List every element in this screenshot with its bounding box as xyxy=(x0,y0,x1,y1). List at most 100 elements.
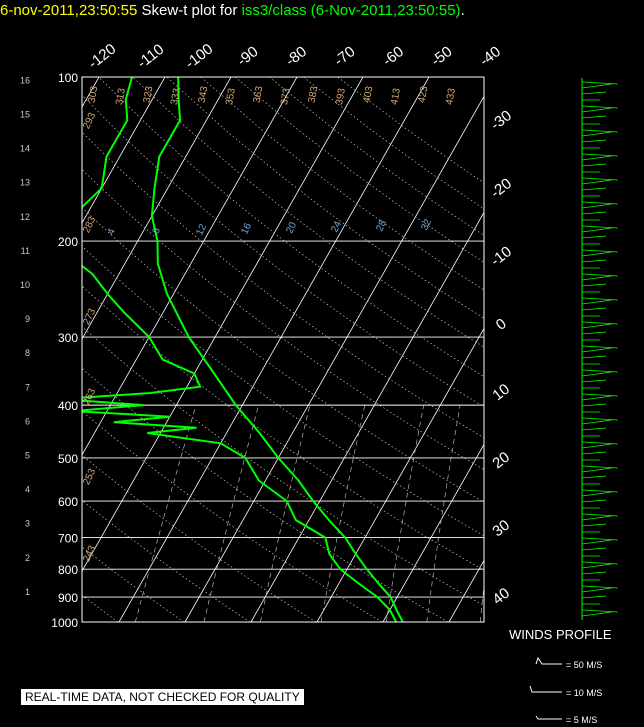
mixing-ratio-label: 8 xyxy=(151,226,164,236)
dry-adiabat xyxy=(82,326,484,606)
mixing-ratio-label: 32 xyxy=(419,217,434,232)
wind-barb xyxy=(581,489,619,493)
wind-barb xyxy=(581,475,607,479)
temperature-tick-label: 30 xyxy=(489,517,513,541)
pressure-tick-label: 400 xyxy=(58,399,78,413)
wind-barb xyxy=(581,81,619,85)
theta-label: 283 xyxy=(81,215,98,235)
height-tick-label: 10 xyxy=(20,280,30,290)
legend-50-symbol xyxy=(535,656,562,665)
wind-barb xyxy=(581,393,619,397)
height-tick-label: 15 xyxy=(20,110,30,120)
isotherm-line xyxy=(82,77,232,340)
wind-barb xyxy=(581,321,619,325)
grid-layer xyxy=(82,77,484,622)
height-tick-label: 2 xyxy=(25,553,30,563)
dry-adiabat xyxy=(82,245,484,537)
theta-label: 253 xyxy=(81,467,98,487)
dry-adiabat-label: 343 xyxy=(197,85,211,104)
temperature-tick-label: -110 xyxy=(134,41,167,72)
pressure-tick-label: 300 xyxy=(58,331,78,345)
chart-title: 6-nov-2011,23:50:55 Skew-t plot for iss3… xyxy=(0,0,644,26)
wind-barb xyxy=(581,465,619,469)
isotherm-line xyxy=(184,95,484,622)
dry-adiabat-label: 363 xyxy=(252,85,266,104)
wind-barb xyxy=(581,587,613,593)
wind-barb xyxy=(581,563,613,569)
dry-adiabat xyxy=(132,77,484,348)
height-tick-label: 9 xyxy=(25,314,30,324)
dry-adiabat-label: 433 xyxy=(444,87,458,106)
height-tick-label: 16 xyxy=(20,75,30,85)
pressure-tick-label: 100 xyxy=(58,71,78,85)
height-tick-label: 13 xyxy=(20,178,30,188)
wind-barb xyxy=(581,131,613,137)
temperature-tick-label: -60 xyxy=(379,43,407,70)
mixing-ratio-line xyxy=(260,405,311,622)
legend-5-label: = 5 M/S xyxy=(566,715,598,725)
wind-barb xyxy=(581,379,607,383)
dry-adiabat xyxy=(166,77,484,319)
height-tick-label: 3 xyxy=(25,519,30,529)
wind-barb xyxy=(581,369,619,373)
mixing-ratio-label: 20 xyxy=(284,220,299,235)
title-date: 6-nov-2011,23:50:55 xyxy=(0,2,138,19)
title-text: Skew-t plot for xyxy=(141,2,238,19)
height-tick-label: 4 xyxy=(25,485,30,495)
dry-adiabat xyxy=(82,367,449,622)
isotherm-line xyxy=(316,327,484,622)
isotherm-line xyxy=(250,211,484,622)
temperature-tick-label: -120 xyxy=(85,41,119,73)
dry-adiabat xyxy=(82,168,484,471)
dry-adiabat xyxy=(200,77,484,291)
pressure-tick-label: 1000 xyxy=(51,616,78,630)
temperature-tick-label: -40 xyxy=(476,43,504,70)
temperature-tick-label: 10 xyxy=(489,381,513,405)
title-period: . xyxy=(460,2,465,19)
wind-barb xyxy=(581,201,619,205)
wind-barb xyxy=(581,571,607,575)
wind-barb xyxy=(581,177,619,181)
legend-5-symbol xyxy=(535,715,562,720)
wind-barb xyxy=(581,187,607,191)
dry-adiabat xyxy=(82,131,484,439)
temperature-line xyxy=(150,77,404,622)
wind-barb xyxy=(581,251,613,257)
wind-barb xyxy=(581,203,613,209)
dry-adiabat-label: 353 xyxy=(224,87,238,106)
height-tick-label: 12 xyxy=(20,212,30,222)
height-tick-label: 5 xyxy=(25,451,30,461)
isotherm-line xyxy=(448,559,484,622)
theta-label: 273 xyxy=(81,307,98,327)
dry-adiabat xyxy=(82,285,484,571)
mixing-ratio-label: 12 xyxy=(194,222,209,237)
isotherm-line xyxy=(82,77,166,224)
wind-barb xyxy=(581,515,613,521)
height-tick-label: 1 xyxy=(25,587,30,597)
dry-adiabat-label: 393 xyxy=(334,87,348,106)
wind-barb xyxy=(581,225,619,229)
title-source: iss3/class (6-Nov-2011,23:50:55) xyxy=(241,2,461,19)
pressure-tick-label: 200 xyxy=(58,235,78,249)
quality-disclaimer: REAL-TIME DATA, NOT CHECKED FOR QUALITY xyxy=(21,689,304,705)
wind-barb xyxy=(581,331,607,335)
wind-barb xyxy=(581,163,607,167)
wind-barb xyxy=(581,307,607,311)
wind-barb xyxy=(581,513,619,517)
isotherm-line xyxy=(118,77,430,622)
wind-barb xyxy=(581,611,613,617)
temperature-tick-label: -30 xyxy=(487,107,515,134)
height-tick-label: 8 xyxy=(25,348,30,358)
temperature-tick-label: 20 xyxy=(489,449,513,473)
dry-adiabat-label: 333 xyxy=(169,87,183,106)
wind-barb xyxy=(581,179,613,185)
wind-barb xyxy=(581,355,607,359)
pressure-tick-label: 800 xyxy=(58,563,78,577)
wind-barb xyxy=(581,467,613,473)
wind-barb xyxy=(581,299,613,305)
wind-barb xyxy=(581,115,607,119)
temperature-tick-label: -90 xyxy=(234,43,262,70)
mixing-ratio-label: 28 xyxy=(374,218,389,233)
wind-barb xyxy=(581,91,607,95)
pressure-tick-label: 900 xyxy=(58,591,78,605)
